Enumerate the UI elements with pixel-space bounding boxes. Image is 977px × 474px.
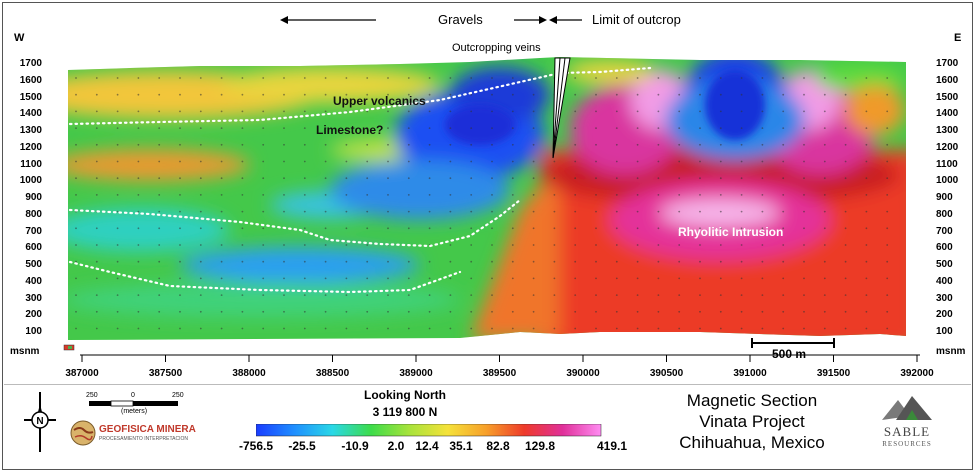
x-tick-label: 389000 bbox=[399, 368, 433, 379]
y-tick-label-left: 900 bbox=[25, 192, 42, 203]
y-tick-label-left: 800 bbox=[25, 208, 42, 220]
colorbar-value-label: -756.5 bbox=[238, 439, 274, 453]
colorbar-value-label: -10.9 bbox=[341, 439, 369, 453]
small-scale-tick-3: 250 bbox=[172, 392, 184, 399]
y-unit-right: msnm bbox=[936, 346, 966, 357]
outcropping-veins-label: Outcropping veins bbox=[452, 42, 541, 54]
x-tick-label: 390000 bbox=[566, 368, 600, 379]
y-tick-label-right: 1000 bbox=[936, 175, 959, 187]
limestone-label: Limestone? bbox=[316, 123, 384, 137]
footer-divider bbox=[4, 384, 971, 385]
looking-label: Looking North bbox=[364, 388, 446, 402]
y-tick-label-right: 1200 bbox=[936, 141, 959, 153]
x-tick-label: 392000 bbox=[900, 368, 934, 379]
y-tick-label-left: 100 bbox=[25, 326, 42, 337]
y-tick-label-right: 1400 bbox=[936, 108, 959, 120]
colorbar-value-label: 82.8 bbox=[486, 439, 510, 453]
colorbar bbox=[256, 424, 602, 437]
svg-text:N: N bbox=[36, 416, 43, 427]
y-unit-left: msnm bbox=[10, 346, 40, 357]
y-tick-label-left: 400 bbox=[25, 275, 42, 287]
x-tick-label: 389500 bbox=[482, 368, 517, 379]
colorbar-value-label: 129.8 bbox=[524, 439, 556, 453]
small-scale-bar bbox=[89, 400, 178, 407]
y-tick-label-right: 500 bbox=[936, 259, 953, 270]
globe-logo-icon bbox=[70, 420, 96, 446]
header-arrows bbox=[280, 16, 582, 24]
sable-name: SABLE bbox=[883, 424, 931, 439]
y-tick-label-right: 800 bbox=[936, 208, 953, 220]
rhyolitic-intrusion-label: Rhyolitic Intrusion bbox=[678, 225, 784, 239]
x-tick-label: 391500 bbox=[816, 368, 851, 379]
title-line-2: Vinata Project bbox=[699, 412, 805, 431]
colorbar-value-label: -25.5 bbox=[288, 439, 316, 453]
colorbar-value-label: 2.0 bbox=[387, 439, 405, 453]
geofisica-name: GEOFISICA MINERA bbox=[99, 424, 196, 435]
y-tick-label-right: 600 bbox=[936, 242, 953, 254]
y-tick-label-left: 1700 bbox=[19, 58, 42, 69]
limit-of-outcrop-label: Limit of outcrop bbox=[592, 12, 681, 27]
x-tick-label: 388500 bbox=[315, 368, 350, 379]
title-line-1: Magnetic Section bbox=[686, 391, 818, 410]
y-tick-label-left: 1100 bbox=[20, 158, 42, 170]
upper-volcanics-label: Upper volcanics bbox=[333, 94, 426, 108]
y-tick-label-right: 400 bbox=[936, 275, 953, 287]
y-tick-label-left: 600 bbox=[25, 242, 42, 254]
y-tick-label-left: 1200 bbox=[19, 141, 42, 153]
gravels-label: Gravels bbox=[438, 12, 483, 27]
y-tick-label-right: 1600 bbox=[936, 74, 959, 86]
scale-bar-label: 500 m bbox=[772, 347, 807, 361]
y-tick-label-left: 500 bbox=[25, 259, 42, 270]
west-label: W bbox=[14, 32, 25, 44]
northing-label: 3 119 800 N bbox=[372, 405, 438, 419]
y-tick-label-left: 300 bbox=[25, 292, 42, 304]
sable-mountain-logo-icon bbox=[882, 396, 932, 420]
x-tick-label: 390500 bbox=[649, 368, 684, 379]
title-line-3: Chihuahua, Mexico bbox=[679, 433, 825, 452]
colorbar-value-label: 35.1 bbox=[449, 439, 473, 453]
sable-tagline: RESOURCES bbox=[882, 440, 932, 448]
y-tick-label-right: 200 bbox=[936, 309, 953, 321]
y-tick-label-right: 900 bbox=[936, 192, 953, 203]
y-tick-label-left: 700 bbox=[25, 225, 42, 237]
colorbar-value-label: 12.4 bbox=[415, 439, 439, 453]
small-scale-unit: (meters) bbox=[121, 408, 148, 415]
colorbar-value-label: 419.1 bbox=[596, 439, 628, 453]
y-tick-label-right: 100 bbox=[936, 326, 953, 337]
y-tick-label-right: 700 bbox=[936, 225, 953, 237]
y-tick-label-left: 1300 bbox=[19, 125, 42, 136]
small-scale-tick-1: 250 bbox=[86, 392, 98, 399]
x-tick-label: 387000 bbox=[65, 368, 99, 379]
north-arrow-icon: N bbox=[24, 392, 56, 452]
y-tick-label-right: 1300 bbox=[936, 125, 959, 136]
y-tick-label-right: 1700 bbox=[936, 58, 959, 69]
small-scale-tick-2: 0 bbox=[131, 392, 135, 399]
y-tick-label-left: 1000 bbox=[19, 175, 42, 187]
x-tick-label: 387500 bbox=[148, 368, 183, 379]
y-tick-label-left: 1600 bbox=[19, 74, 42, 86]
y-tick-label-right: 1500 bbox=[936, 91, 959, 103]
y-tick-label-left: 1500 bbox=[19, 91, 42, 103]
y-tick-label-left: 200 bbox=[25, 309, 42, 321]
y-tick-label-right: 300 bbox=[936, 292, 953, 304]
y-tick-label-right: 1100 bbox=[936, 158, 958, 170]
x-tick-label: 391000 bbox=[733, 368, 767, 379]
geofisica-tagline: PROCESAMIENTO INTERPRETACION bbox=[99, 436, 188, 442]
y-tick-label-left: 1400 bbox=[19, 108, 42, 120]
x-tick-label: 388000 bbox=[232, 368, 266, 379]
east-label: E bbox=[954, 32, 962, 44]
